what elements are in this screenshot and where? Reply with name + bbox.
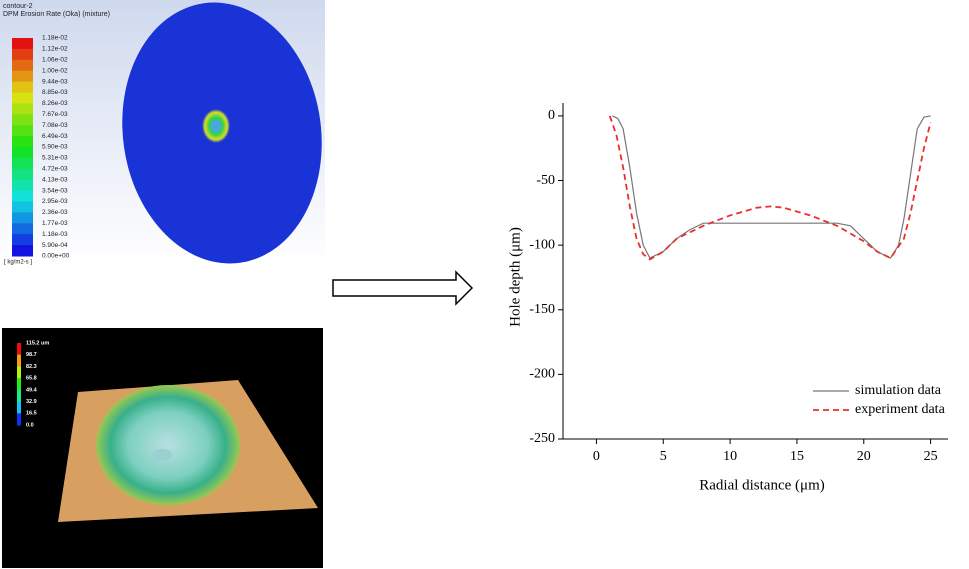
x-tick-label: 20 [857, 449, 871, 464]
arrow [332, 270, 474, 306]
color-band [12, 190, 33, 202]
color-band [12, 212, 33, 224]
y-tick-label: 0 [548, 108, 555, 123]
color-band [12, 223, 33, 235]
contour-legend-label: 1.00e-02 [42, 67, 68, 74]
contour-legend-label: 5.90e-04 [42, 242, 68, 249]
contour-legend-label: 2.36e-03 [42, 209, 68, 216]
contour-legend-label: 1.18e-03 [42, 231, 68, 238]
line-chart: 0 -50 -100 -150 -200 -250 0 5 10 15 20 25 simulation… [529, 103, 948, 464]
contour-legend-label: 6.49e-03 [42, 133, 68, 140]
depth-legend-label: 32.9 [26, 399, 37, 405]
x-tick-label: 5 [660, 449, 667, 464]
contour-legend-label: 4.72e-03 [42, 166, 68, 173]
erosion-center [211, 120, 221, 132]
depth-legend-label: 98.7 [26, 352, 37, 358]
color-band [12, 157, 33, 170]
contour-legend-label: 1.06e-02 [42, 57, 68, 64]
depth-band [17, 389, 21, 403]
depth-legend-label: 16.5 [26, 411, 37, 417]
contour-legend-label: 9.44e-03 [42, 78, 68, 85]
color-band [12, 103, 33, 115]
data-line [608, 115, 932, 261]
x-tick-label: 0 [593, 449, 600, 464]
legend-label: simulation data [855, 383, 942, 398]
contour-unit: [ kg/m2-s ] [4, 260, 32, 266]
hole-bottom [152, 449, 172, 461]
x-tick-label: 25 [924, 449, 938, 464]
x-axis-label: Radial distance (μm) [699, 477, 825, 493]
color-band [12, 136, 33, 148]
hole-surface [96, 385, 240, 505]
color-band [12, 234, 33, 246]
color-band [12, 114, 33, 126]
x-tick-label: 10 [723, 449, 737, 464]
contour-legend-label: 7.67e-03 [42, 111, 68, 118]
color-band [12, 179, 33, 192]
y-tick-label: -100 [529, 237, 555, 252]
depth-legend-label: 65.8 [26, 376, 37, 382]
color-band [12, 168, 33, 181]
depth-band [17, 378, 21, 391]
depth-legend-label: 49.4 [26, 387, 38, 393]
color-band [12, 59, 33, 72]
contour-legend-label: 1.18e-02 [42, 35, 68, 42]
depth-legend-label: 82.3 [26, 364, 37, 370]
contour-legend-label: 1.12e-02 [42, 46, 68, 53]
color-band [12, 147, 33, 159]
depth-band [17, 343, 21, 356]
data-line [612, 115, 931, 259]
contour-title: contour-2 [3, 3, 33, 10]
color-band [12, 81, 33, 93]
color-band [12, 70, 33, 83]
contour-legend-label: 8.26e-03 [42, 100, 68, 107]
contour-legend-label: 8.85e-03 [42, 89, 68, 96]
y-tick-label: -250 [529, 431, 555, 446]
color-band [12, 38, 33, 50]
depth-legend-label: 115.2 um [26, 340, 49, 346]
color-band [12, 125, 33, 137]
color-band [12, 201, 33, 213]
contour-legend-label: 1.77e-03 [42, 220, 68, 227]
depth-band [17, 413, 21, 426]
depth-band [17, 354, 21, 367]
depth-legend-label: 0.0 [26, 422, 34, 428]
y-tick-label: -200 [529, 367, 555, 382]
contour-legend-label: 5.90e-03 [42, 144, 68, 151]
color-band [12, 48, 33, 61]
contour-legend-label: 2.95e-03 [42, 198, 68, 205]
depth-band [17, 366, 21, 379]
depth-band [17, 401, 21, 414]
color-band [12, 245, 33, 257]
legend-label: experiment data [855, 402, 946, 417]
y-tick-label: -150 [529, 302, 555, 317]
contour-legend-label: 5.31e-03 [42, 155, 68, 162]
color-band [12, 92, 33, 104]
x-tick-label: 15 [790, 449, 804, 464]
y-tick-label: -50 [536, 173, 555, 188]
contour-legend-label: 4.13e-03 [42, 176, 68, 183]
y-axis-label: Hole depth (μm) [507, 227, 523, 327]
contour-legend-label: 0.00e+00 [42, 253, 70, 260]
contour-legend-label: 3.54e-03 [42, 187, 68, 194]
contour-legend-label: 7.08e-03 [42, 122, 68, 129]
contour-subtitle: DPM Erosion Rate (Oka) (mixture) [3, 11, 110, 18]
